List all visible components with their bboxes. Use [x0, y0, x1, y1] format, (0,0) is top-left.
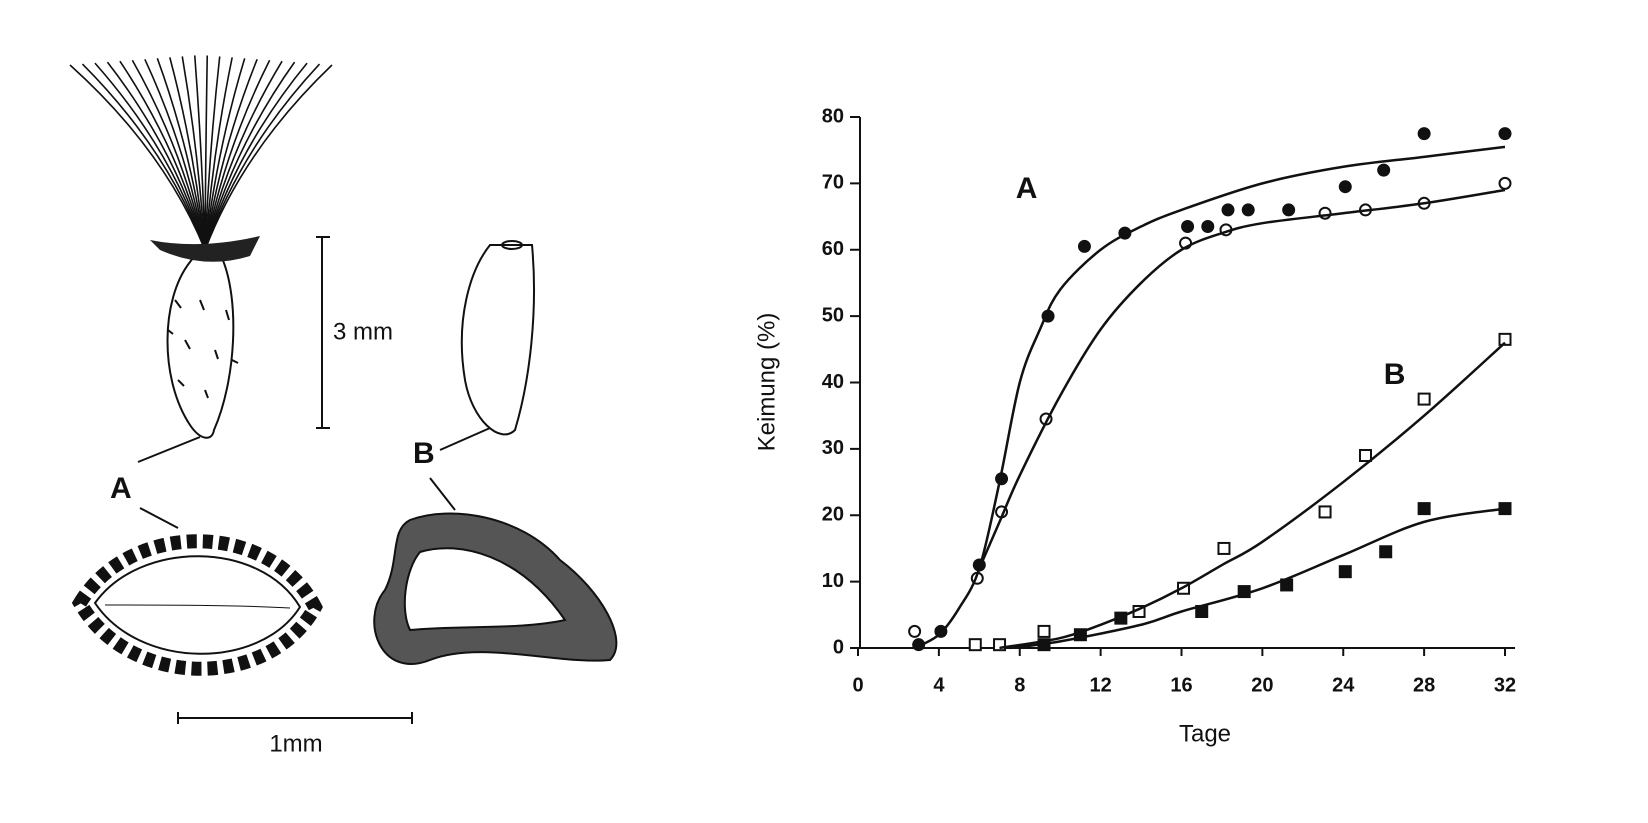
point: [1338, 565, 1352, 579]
x-tick-label: 16: [1170, 674, 1192, 696]
scale-bar-1mm: 1mm: [177, 712, 413, 757]
point: [968, 638, 982, 652]
point: [1077, 239, 1091, 253]
x-tick-label: 20: [1251, 674, 1273, 696]
point: [1498, 176, 1512, 190]
annotation: B: [1384, 358, 1406, 391]
point: [1037, 624, 1051, 638]
cross-section-b: [373, 512, 618, 665]
point: [908, 624, 922, 638]
x-axis-label: Tage: [1179, 720, 1231, 747]
fit-curve: [978, 188, 1506, 569]
x-tick-label: 32: [1494, 674, 1516, 696]
point: [1241, 203, 1255, 217]
point: [1417, 392, 1431, 406]
label-b: B: [413, 437, 435, 470]
x-tick-label: 28: [1413, 674, 1435, 696]
scale-label: 3 mm: [333, 318, 393, 345]
x-tick-label: 12: [1090, 674, 1112, 696]
y-tick-label: 10: [822, 570, 844, 592]
point: [1417, 127, 1431, 141]
point: [1498, 127, 1512, 141]
achene-drawing: [69, 55, 333, 439]
scale-bar-3mm: 3 mm: [316, 236, 393, 429]
x-tick-label: 24: [1332, 674, 1355, 696]
y-tick-label: 50: [822, 304, 844, 326]
y-tick-label: 40: [822, 371, 844, 393]
y-tick-label: 30: [822, 437, 844, 459]
y-tick-label: 70: [822, 172, 844, 194]
annotation: A: [1016, 172, 1038, 205]
fit-curve: [914, 145, 1506, 650]
y-tick-label: 0: [833, 636, 844, 658]
point: [1498, 332, 1512, 346]
label-a: A: [110, 472, 132, 505]
point: [1217, 541, 1231, 555]
x-tick-label: 0: [852, 674, 863, 696]
point: [1338, 180, 1352, 194]
achene-b-drawing: [137, 240, 535, 529]
point: [1201, 220, 1215, 234]
scale-label: 1mm: [269, 730, 322, 757]
y-tick-label: 60: [822, 238, 844, 260]
fit-curve: [1009, 507, 1506, 650]
point: [1417, 502, 1431, 516]
cross-section-a: [71, 534, 323, 676]
point: [1377, 163, 1391, 177]
point: [1221, 203, 1235, 217]
point: [1318, 505, 1332, 519]
point: [1358, 449, 1372, 463]
y-tick-label: 80: [822, 105, 844, 127]
y-tick-label: 20: [822, 504, 844, 526]
point: [1318, 206, 1332, 220]
point: [993, 638, 1007, 652]
y-axis-label: Keimung (%): [753, 313, 780, 452]
fit-curve: [999, 341, 1506, 650]
point: [1379, 545, 1393, 559]
x-tick-label: 8: [1014, 674, 1025, 696]
x-tick-label: 4: [933, 674, 945, 696]
point: [1282, 203, 1296, 217]
point: [1181, 220, 1195, 234]
